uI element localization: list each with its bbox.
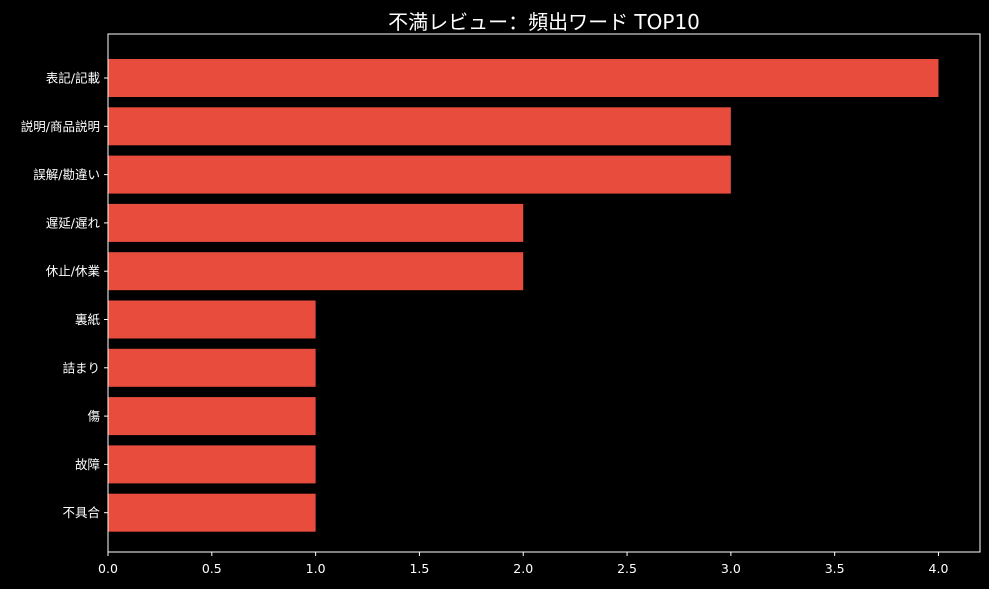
y-tick-label: 裏紙 [75, 312, 101, 327]
y-tick-label: 説明/商品説明 [21, 119, 100, 134]
x-tick-label: 1.0 [306, 561, 326, 576]
y-tick-label: 故障 [75, 457, 100, 472]
bar-6 [108, 300, 316, 339]
bar-10 [108, 493, 316, 532]
x-tick-label: 3.5 [825, 561, 845, 576]
x-tick-label: 1.5 [409, 561, 429, 576]
bar-9 [108, 445, 316, 484]
chart-title: 不満レビュー：頻出ワード TOP10 [388, 10, 700, 34]
x-tick-label: 0.0 [98, 561, 118, 576]
y-tick-label: 遅延/遅れ [46, 215, 101, 230]
plot-frame [107, 33, 981, 553]
bar-1 [108, 59, 939, 97]
x-tick-label: 3.0 [721, 561, 741, 576]
y-tick-label: 表記/記載 [46, 71, 101, 86]
x-tick-label: 4.0 [929, 561, 949, 576]
bar-5 [108, 252, 524, 291]
y-tick-label: 休止/休業 [46, 264, 101, 279]
bar-4 [108, 203, 524, 242]
bar-3 [108, 155, 731, 194]
x-tick-label: 0.5 [202, 561, 222, 576]
x-tick-label: 2.5 [617, 561, 637, 576]
bar-8 [108, 397, 316, 436]
x-tick-label: 2.0 [513, 561, 533, 576]
y-tick-label: 誤解/勘違い [33, 167, 100, 182]
y-tick-label: 傷 [87, 409, 100, 424]
y-tick-label: 不具合 [62, 505, 100, 520]
bar-7 [108, 348, 316, 387]
bar-2 [108, 107, 731, 146]
y-tick-label: 詰まり [62, 360, 100, 375]
